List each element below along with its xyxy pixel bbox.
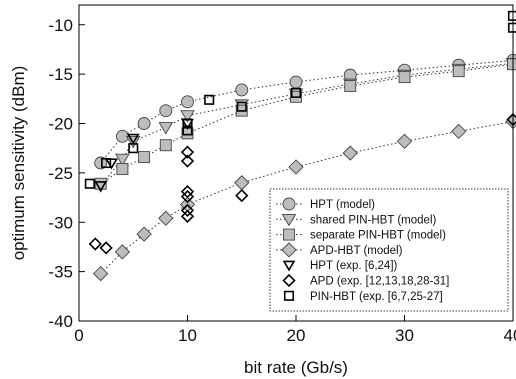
apd-exp-12-13-18-28-31-point [180, 154, 195, 168]
apd-exp-12-13-18-28-31-legend-label: APD (exp. [12,13,18,28-31] [310, 276, 449, 288]
apd-hbt-model-point [396, 133, 413, 149]
apd-exp-12-13-18-28-31-point [99, 241, 113, 255]
apd-exp-12-13-18-28-31-point [235, 188, 249, 203]
shared-pin-hbt-model-point [115, 153, 130, 167]
separate-pin-hbt-model-point [452, 65, 465, 78]
pin-hbt-exp-6-7-25-27-point [204, 94, 215, 105]
legend: HPT (model) shared PIN-HBT (model) separat… [269, 188, 509, 312]
apd-exp-12-13-18-28-31-legend-marker [282, 273, 296, 288]
apd-hbt-model-point [158, 210, 174, 226]
y-tick-label: -20 [48, 115, 73, 134]
hpt-model-point [181, 95, 194, 109]
separate-pin-hbt-model-point [138, 151, 151, 164]
hpt-model-legend-marker [282, 197, 296, 211]
apd-hbt-model-point [288, 159, 304, 175]
hpt-model-point [289, 75, 303, 89]
apd-hbt-model-point [234, 175, 250, 191]
hpt-exp-6-24-legend-marker [282, 260, 296, 272]
apd-exp-12-13-18-28-31-point [180, 203, 195, 218]
apd-hbt-model-point [114, 244, 131, 260]
apd-hbt-model-point [136, 226, 152, 242]
apd-exp-12-13-18-28-31-point [180, 185, 195, 199]
data-points-layer [84, 10, 516, 282]
y-axis-title: optimum sensitivity (dBm) [9, 66, 28, 261]
hpt-model-point [159, 104, 173, 118]
x-tick-label: 10 [178, 326, 197, 345]
apd-hbt-model-point [451, 123, 467, 140]
y-tick-label: -40 [48, 312, 73, 331]
hpt-exp-6-24-point [94, 181, 108, 193]
separate-pin-hbt-model-point [116, 162, 129, 175]
separate-pin-hbt-model-point [159, 139, 172, 152]
pin-hbt-exp-6-7-25-27-legend-label: PIN-HBT (exp. [6,7,25-27] [310, 291, 443, 303]
x-tick-label: 40 [504, 326, 516, 345]
y-tick-label: -35 [48, 263, 73, 282]
x-tick-label: 0 [74, 326, 83, 345]
pin-hbt-exp-6-7-25-27-point [128, 143, 139, 154]
y-tick-label: -10 [48, 16, 73, 35]
apd-exp-12-13-18-28-31-point [180, 209, 195, 223]
pin-hbt-exp-6-7-25-27-point [507, 22, 516, 33]
pin-hbt-exp-6-7-25-27-point [507, 10, 516, 21]
apd-exp-12-13-18-28-31-point [88, 237, 102, 251]
hpt-exp-6-24-point [126, 133, 140, 145]
pin-hbt-exp-6-7-25-27-point [290, 87, 302, 98]
hpt-model-point [94, 156, 108, 170]
y-tick-label: -25 [48, 164, 73, 183]
x-tick-label: 30 [395, 326, 414, 345]
shared-pin-hbt-model-legend-label: shared PIN-HBT (model) [310, 214, 436, 226]
pin-hbt-exp-6-7-25-27-point [84, 178, 95, 189]
shared-pin-hbt-model-point [158, 122, 174, 135]
hpt-model-point [235, 83, 249, 97]
hpt-exp-6-24-point [105, 158, 118, 170]
pin-hbt-exp-6-7-25-27-point [101, 157, 112, 169]
pin-hbt-exp-6-7-25-27-point [182, 118, 193, 129]
y-axis: -10 -15 -20 -25 -30 -35 -40 [48, 16, 85, 331]
hpt-model-legend-label: HPT (model) [310, 199, 375, 211]
separate-pin-hbt-model-point [344, 80, 357, 92]
x-tick-label: 20 [287, 326, 306, 345]
apd-exp-12-13-18-28-31-point [180, 145, 195, 159]
x-axis-title: bit rate (Gb/s) [244, 358, 348, 377]
pin-hbt-exp-6-7-25-27-point [182, 125, 193, 136]
shared-pin-hbt-model-legend-marker [281, 213, 297, 227]
pin-hbt-exp-6-7-25-27-point [236, 101, 247, 112]
apd-hbt-model-legend-label: APD-HBT (model) [310, 245, 403, 257]
apd-hbt-model-point [342, 145, 358, 161]
y-tick-label: -30 [48, 213, 73, 232]
separate-pin-hbt-model-point [507, 58, 516, 71]
separate-pin-hbt-model-legend-marker [283, 228, 295, 241]
pin-hbt-exp-6-7-25-27-legend-marker [283, 290, 295, 301]
hpt-model-point [137, 117, 151, 130]
y-tick-label: -15 [48, 65, 73, 84]
separate-pin-hbt-model-point [398, 71, 411, 84]
hpt-exp-6-24-legend-label: HPT (exp. [6,24]) [310, 260, 398, 272]
apd-hbt-model-legend-marker [281, 242, 297, 258]
x-axis: 0 10 20 30 40 [74, 315, 516, 345]
separate-pin-hbt-model-legend-label: separate PIN-HBT (model) [310, 230, 446, 242]
shared-pin-hbt-model-point [180, 110, 195, 123]
apd-hbt-model-point [93, 265, 109, 282]
apd-exp-12-13-18-28-31-point [180, 189, 195, 204]
legend-box [269, 188, 509, 312]
apd-hbt-model-line [100, 121, 514, 274]
